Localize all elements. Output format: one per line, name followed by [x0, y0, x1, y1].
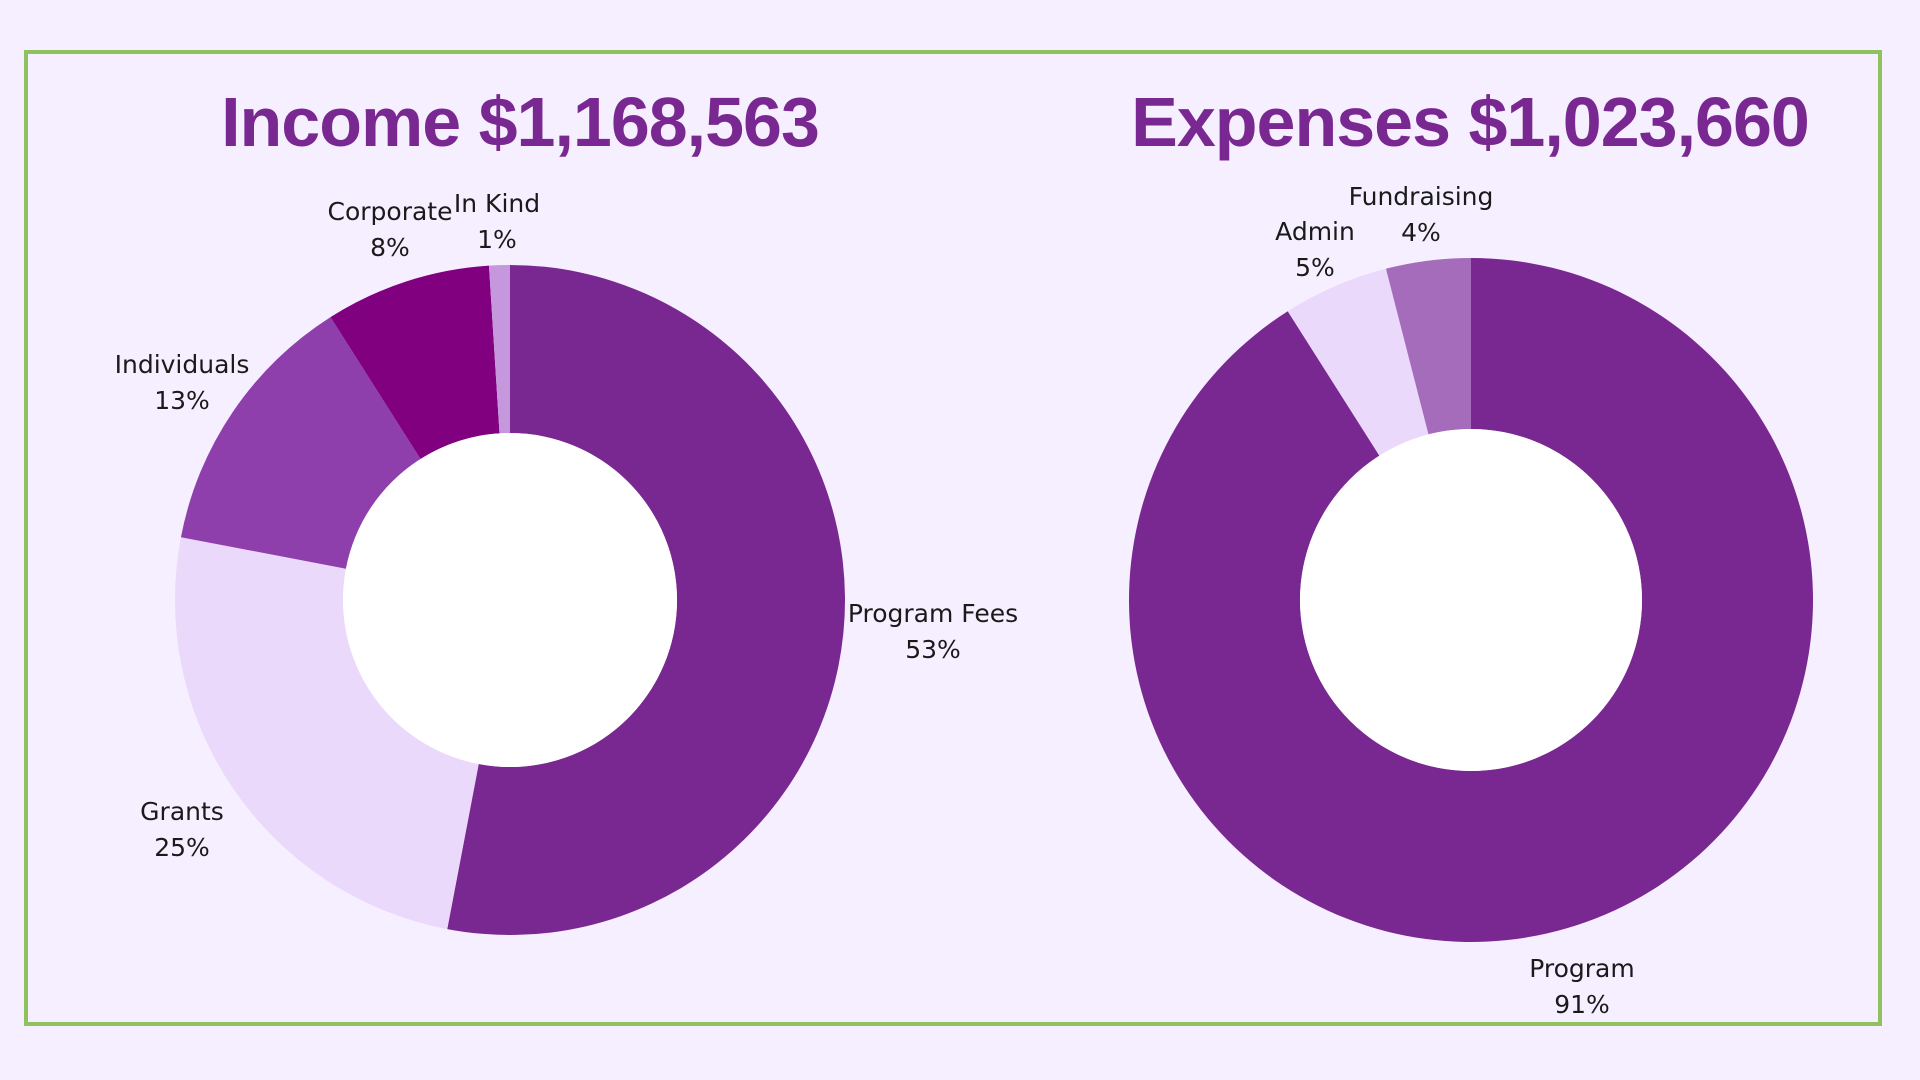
expenses-percent-program: 91% [1554, 990, 1610, 1019]
expenses-donut-chart: Program 91% Admin 5% Fundraising 4% [1128, 182, 1814, 1019]
income-percent-grants: 25% [154, 833, 210, 862]
income-slice-in-kind [488, 265, 510, 434]
expenses-label-program: Program [1529, 954, 1634, 983]
income-donut-hole [343, 433, 677, 767]
expenses-donut-hole [1300, 429, 1642, 771]
income-label-individuals: Individuals [115, 350, 250, 379]
income-label-corporate: Corporate [328, 197, 453, 226]
income-slice-grants [175, 537, 479, 930]
income-percent-individuals: 13% [154, 386, 210, 415]
expenses-slice-fundraising [1385, 258, 1471, 435]
income-label-grants: Grants [140, 797, 224, 826]
income-percent-program-fees: 53% [905, 635, 961, 664]
income-slice-individuals [180, 317, 421, 569]
income-percent-in-kind: 1% [477, 225, 517, 254]
expenses-slice-program [1128, 258, 1814, 942]
income-chart-title: Income $1,168,563 [221, 83, 820, 161]
income-donut-chart: Program Fees 53% Grants 25% Individuals 13% Co… [115, 189, 1018, 935]
chart-frame [24, 50, 1882, 1026]
income-label-program-fees: Program Fees [848, 599, 1018, 628]
income-label-in-kind: In Kind [454, 189, 540, 218]
expenses-percent-admin: 5% [1295, 253, 1335, 282]
expenses-chart-title: Expenses $1,023,660 [1131, 83, 1810, 161]
expenses-label-admin: Admin [1275, 217, 1355, 246]
expenses-slice-admin [1287, 268, 1429, 456]
expenses-label-fundraising: Fundraising [1349, 182, 1494, 211]
income-slice-program-fees [447, 265, 845, 935]
expenses-percent-fundraising: 4% [1401, 218, 1441, 247]
income-slice-corporate [330, 265, 500, 459]
income-percent-corporate: 8% [370, 233, 410, 262]
